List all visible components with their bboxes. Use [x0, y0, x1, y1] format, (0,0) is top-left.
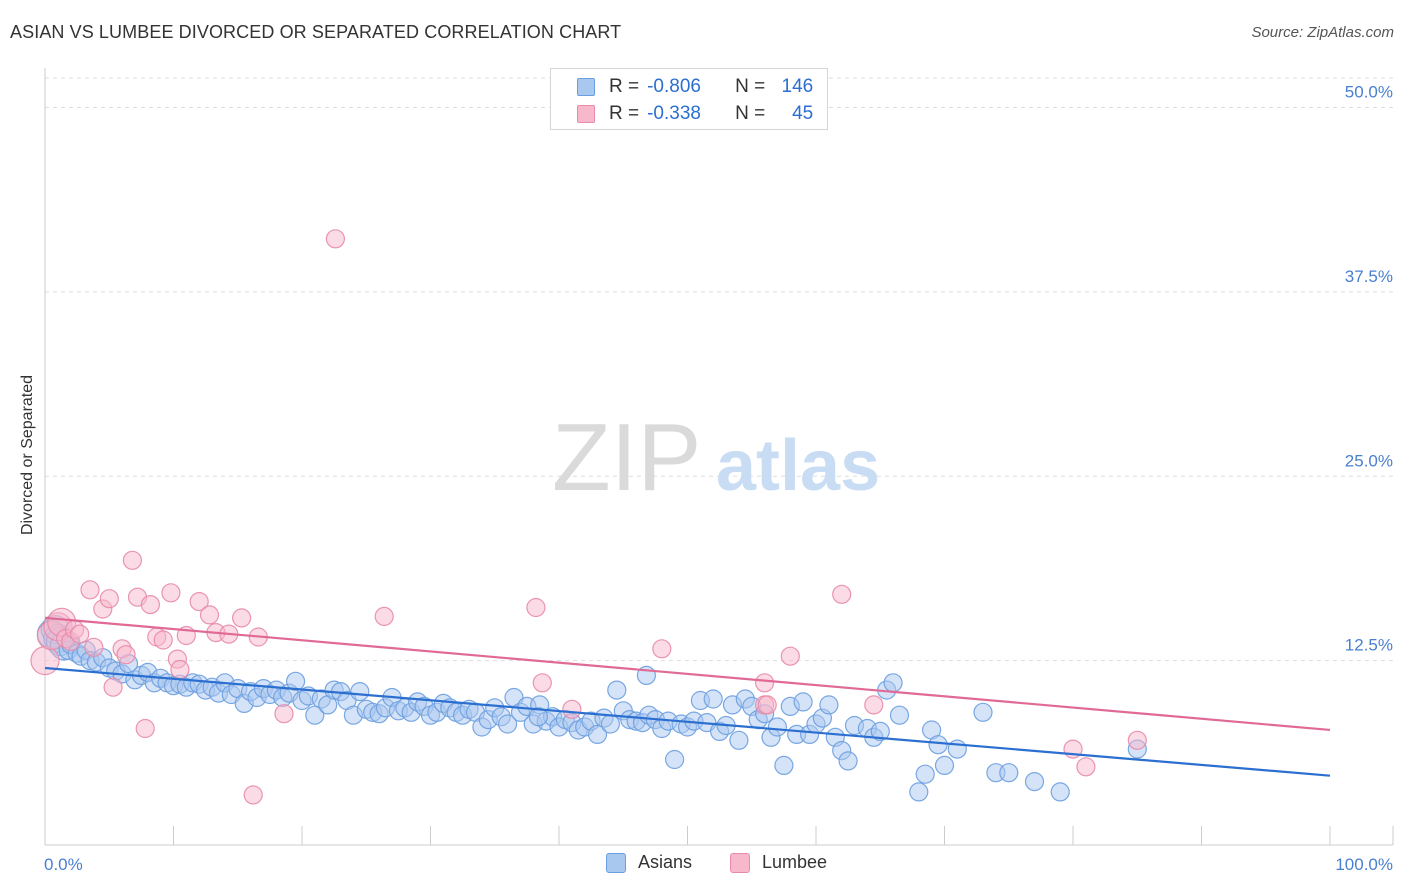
point-asians: [915, 764, 935, 784]
point-lumbee: [84, 637, 104, 657]
x-tick-label-max: 100.0%: [1335, 855, 1393, 874]
point-lumbee: [99, 589, 119, 609]
source-note: Source: ZipAtlas.com: [1251, 24, 1394, 41]
gridlines: [45, 77, 1393, 662]
point-asians: [947, 739, 967, 759]
point-lumbee: [80, 580, 100, 600]
point-asians: [973, 702, 993, 722]
watermark-zip: ZIP: [552, 404, 701, 511]
y-tick-label: 12.5%: [1345, 636, 1393, 655]
x-tick-label-min: 0.0%: [44, 855, 83, 874]
legend-item-lumbee[interactable]: Lumbee: [730, 852, 827, 873]
point-asians: [934, 755, 955, 776]
point-asians: [793, 692, 813, 712]
legend-swatch-lumbee: [730, 852, 750, 873]
point-asians: [286, 671, 306, 691]
point-asians: [774, 755, 794, 776]
legend-row-asians: R = -0.806 N = 146: [577, 76, 814, 97]
legend-top: R = -0.806 N = 146 R = -0.338 N = 45: [550, 68, 828, 130]
legend-swatch-asians: [577, 78, 595, 96]
point-lumbee: [153, 630, 173, 650]
y-tick-label: 25.0%: [1345, 451, 1393, 470]
legend-r-value: -0.806: [647, 76, 701, 97]
y-tick-label: 50.0%: [1345, 83, 1393, 102]
chart-title: ASIAN VS LUMBEE DIVORCED OR SEPARATED CO…: [10, 22, 622, 42]
trend-lines: [44, 616, 1331, 777]
point-lumbee: [140, 594, 160, 615]
point-lumbee: [757, 695, 777, 715]
point-lumbee: [122, 550, 142, 570]
watermark: ZIP atlas: [552, 404, 880, 511]
point-asians: [767, 717, 788, 737]
point-lumbee: [526, 597, 546, 618]
point-asians: [1050, 782, 1070, 802]
point-asians: [607, 680, 627, 700]
point-lumbee: [780, 646, 800, 666]
legend-row-lumbee: R = -0.338 N = 45: [577, 103, 814, 124]
legend-n-value: 146: [781, 76, 814, 97]
legend-swatch-asians: [606, 852, 626, 873]
point-lumbee: [754, 673, 775, 693]
point-lumbee: [161, 583, 181, 603]
point-asians: [498, 714, 518, 734]
point-lumbee: [170, 659, 190, 680]
point-asians: [305, 705, 325, 725]
point-asians: [819, 695, 839, 715]
point-lumbee: [135, 718, 155, 739]
point-asians: [528, 707, 549, 727]
axes: [44, 68, 1393, 846]
legend-n-label: N =: [735, 103, 766, 124]
point-asians: [889, 705, 910, 725]
legend-bottom: Asians Lumbee: [0, 850, 1406, 880]
point-asians: [729, 730, 749, 750]
point-asians: [1024, 771, 1045, 792]
point-lumbee: [116, 645, 136, 665]
y-tick-label: 37.5%: [1345, 267, 1393, 286]
trend-line-asians: [44, 666, 1331, 777]
legend-r-value: -0.338: [647, 103, 701, 124]
point-asians: [999, 763, 1019, 783]
point-lumbee: [70, 624, 90, 644]
point-lumbee: [103, 677, 123, 697]
watermark-atlas: atlas: [716, 426, 880, 506]
point-asians: [664, 749, 685, 770]
point-lumbee: [1076, 757, 1096, 777]
point-asians: [870, 721, 890, 742]
point-lumbee: [274, 704, 294, 724]
point-lumbee: [243, 785, 263, 805]
point-lumbee: [374, 606, 394, 627]
point-asians: [703, 689, 723, 709]
legend-n-label: N =: [735, 76, 766, 97]
legend-r-label: R =: [609, 103, 640, 124]
point-lumbee: [1127, 730, 1147, 750]
point-asians: [838, 751, 858, 771]
point-asians: [587, 724, 608, 745]
trend-line-lumbee: [44, 616, 1331, 732]
data-points: [30, 229, 1147, 805]
point-lumbee: [652, 639, 672, 659]
point-asians: [909, 782, 929, 802]
point-lumbee: [864, 695, 884, 715]
legend-swatch-lumbee: [577, 105, 595, 123]
point-lumbee: [562, 699, 582, 719]
point-asians: [350, 681, 370, 702]
legend-label-lumbee: Lumbee: [762, 852, 828, 872]
tick-labels: 12.5% 25.0% 37.5% 50.0% 0.0% 100.0%: [44, 83, 1394, 874]
point-lumbee: [532, 673, 552, 693]
point-lumbee: [232, 608, 252, 628]
legend-r-label: R =: [609, 76, 640, 97]
point-lumbee: [199, 605, 220, 625]
point-asians: [928, 735, 948, 755]
legend-label-asians: Asians: [638, 852, 693, 872]
point-lumbee: [832, 584, 852, 604]
legend-n-value: 45: [792, 103, 814, 124]
point-lumbee: [30, 645, 60, 676]
point-lumbee: [189, 591, 209, 612]
point-asians: [883, 673, 903, 693]
legend-item-asians[interactable]: Asians: [606, 852, 692, 873]
point-lumbee: [325, 229, 345, 249]
